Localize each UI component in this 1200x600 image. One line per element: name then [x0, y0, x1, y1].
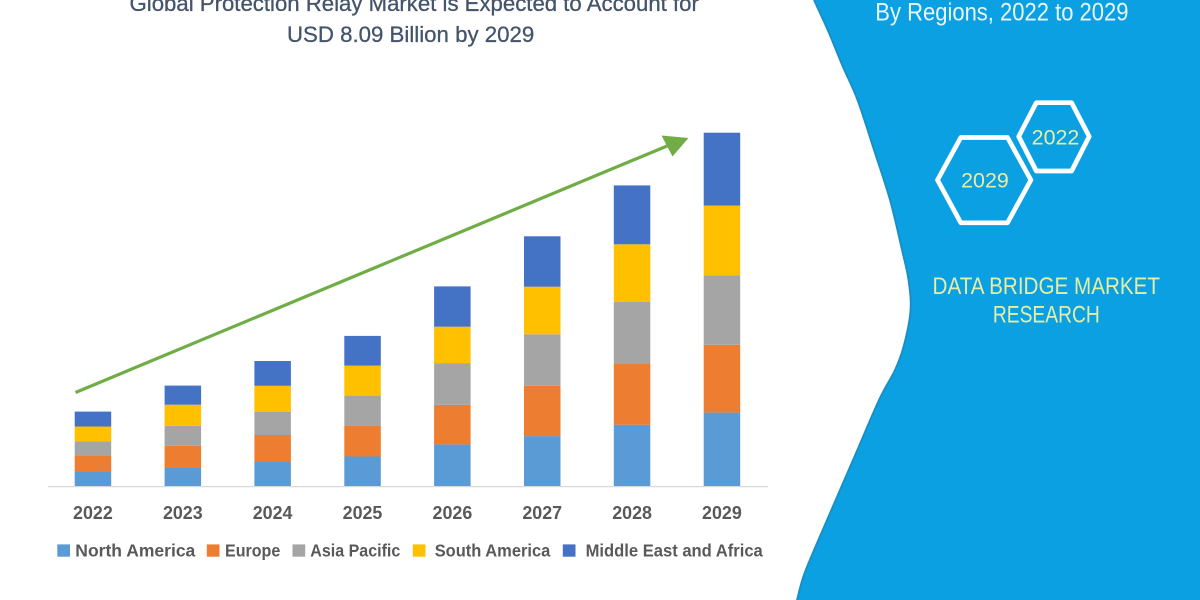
svg-text:2022: 2022	[1032, 127, 1080, 150]
svg-text:DATA BRIDGE MARKET: DATA BRIDGE MARKET	[933, 273, 1161, 300]
svg-text:RESEARCH: RESEARCH	[993, 302, 1100, 329]
svg-text:By Regions, 2022 to 2029: By Regions, 2022 to 2029	[875, 0, 1128, 27]
svg-text:USD 8.09 Billion by 2029: USD 8.09 Billion by 2029	[287, 22, 534, 47]
svg-text:South America: South America	[435, 541, 551, 561]
svg-text:2027: 2027	[522, 503, 562, 523]
svg-text:2024: 2024	[253, 503, 293, 523]
svg-text:Asia Pacific: Asia Pacific	[310, 541, 400, 561]
svg-text:Middle East and Africa: Middle East and Africa	[586, 541, 764, 561]
svg-text:Europe: Europe	[225, 541, 281, 561]
svg-text:2029: 2029	[961, 169, 1009, 193]
svg-text:2025: 2025	[343, 503, 383, 523]
svg-text:North America: North America	[75, 541, 195, 561]
svg-text:2022: 2022	[73, 503, 113, 523]
svg-text:2026: 2026	[433, 503, 473, 523]
svg-text:2029: 2029	[702, 503, 742, 523]
svg-text:Global Protection Relay Market: Global Protection Relay Market is Expect…	[130, 0, 700, 16]
svg-text:2028: 2028	[612, 503, 652, 523]
svg-text:2023: 2023	[163, 503, 203, 523]
